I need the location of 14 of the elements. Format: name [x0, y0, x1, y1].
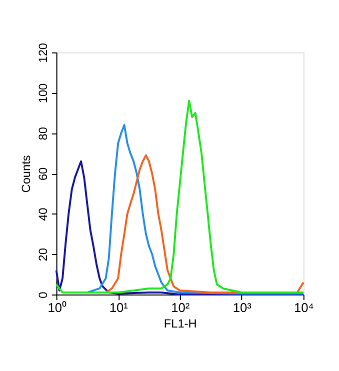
x-tick-label: 10¹ — [109, 300, 128, 315]
x-tick-label: 10² — [171, 300, 190, 315]
x-axis-title: FL1-H — [164, 316, 197, 331]
y-tick-label: 100 — [36, 82, 50, 104]
y-tick-label: 40 — [36, 207, 50, 221]
x-tick-label: 10⁰ — [48, 300, 67, 315]
y-tick-label: 80 — [36, 126, 50, 140]
y-axis-title: Counts — [19, 155, 34, 193]
x-tick-label: 10³ — [232, 300, 252, 315]
x-tick-label: 10⁴ — [294, 300, 314, 315]
y-tick-label: 20 — [36, 248, 50, 262]
y-tick-label: 60 — [36, 166, 50, 181]
y-tick-label: 120 — [36, 42, 50, 63]
y-tick-label: 0 — [36, 291, 50, 298]
